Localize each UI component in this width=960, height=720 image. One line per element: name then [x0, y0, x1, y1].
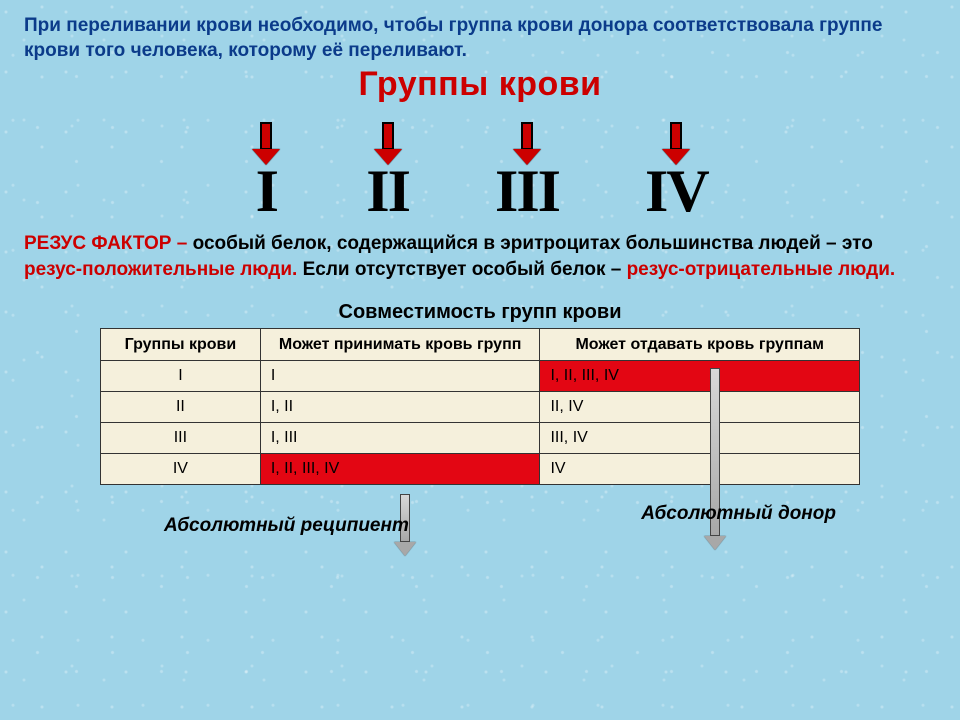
table-row: III, IIII, IV [101, 391, 860, 422]
cell-group: II [101, 391, 261, 422]
cell-receive: I, II, III, IV [260, 453, 540, 484]
cell-receive: I [260, 360, 540, 391]
table-wrap: Группы крови Может принимать кровь групп… [24, 328, 936, 485]
group-label: I [256, 161, 277, 221]
red-arrow-icon [374, 122, 402, 165]
cell-give: III, IV [540, 422, 860, 453]
cell-give: II, IV [540, 391, 860, 422]
cell-give: IV [540, 453, 860, 484]
group-item: IV [645, 122, 708, 221]
th-give: Может отдавать кровь группам [540, 328, 860, 360]
rhesus-t2: Если отсутствует особый белок – [297, 259, 626, 280]
group-label: IV [645, 161, 708, 221]
blood-groups-row: IIIIIIIV [24, 122, 936, 221]
rhesus-paragraph: РЕЗУС ФАКТОР – особый белок, содержащийс… [24, 231, 936, 282]
table-header-row: Группы крови Может принимать кровь групп… [101, 328, 860, 360]
red-arrow-icon [662, 122, 690, 165]
rhesus-label: РЕЗУС ФАКТОР – [24, 233, 187, 254]
th-group: Группы крови [101, 328, 261, 360]
main-title: Группы крови [24, 65, 936, 104]
group-label: II [366, 161, 409, 221]
th-receive: Может принимать кровь групп [260, 328, 540, 360]
rhesus-negative: резус-отрицательные люди. [627, 259, 896, 280]
compatibility-table: Группы крови Может принимать кровь групп… [100, 328, 860, 485]
cell-group: I [101, 360, 261, 391]
table-row: IIII, IIIIII, IV [101, 422, 860, 453]
cell-receive: I, II [260, 391, 540, 422]
recipient-label: Абсолютный реципиент [164, 515, 409, 537]
table-title: Совместимость групп крови [24, 301, 936, 324]
cell-group: III [101, 422, 261, 453]
cell-receive: I, III [260, 422, 540, 453]
red-arrow-icon [513, 122, 541, 165]
group-item: III [495, 122, 559, 221]
donor-label: Абсолютный донор [641, 503, 836, 525]
footer-labels: Абсолютный реципиент Абсолютный донор [24, 489, 936, 549]
cell-give: I, II, III, IV [540, 360, 860, 391]
intro-text: При переливании крови необходимо, чтобы … [24, 14, 936, 63]
cell-group: IV [101, 453, 261, 484]
rhesus-positive: резус-положительные люди. [24, 259, 297, 280]
rhesus-t1: особый белок, содержащийся в эритроцитах… [187, 233, 873, 254]
group-item: II [366, 122, 409, 221]
red-arrow-icon [252, 122, 280, 165]
group-label: III [495, 161, 559, 221]
table-row: IVI, II, III, IVIV [101, 453, 860, 484]
group-item: I [252, 122, 280, 221]
table-row: III, II, III, IV [101, 360, 860, 391]
